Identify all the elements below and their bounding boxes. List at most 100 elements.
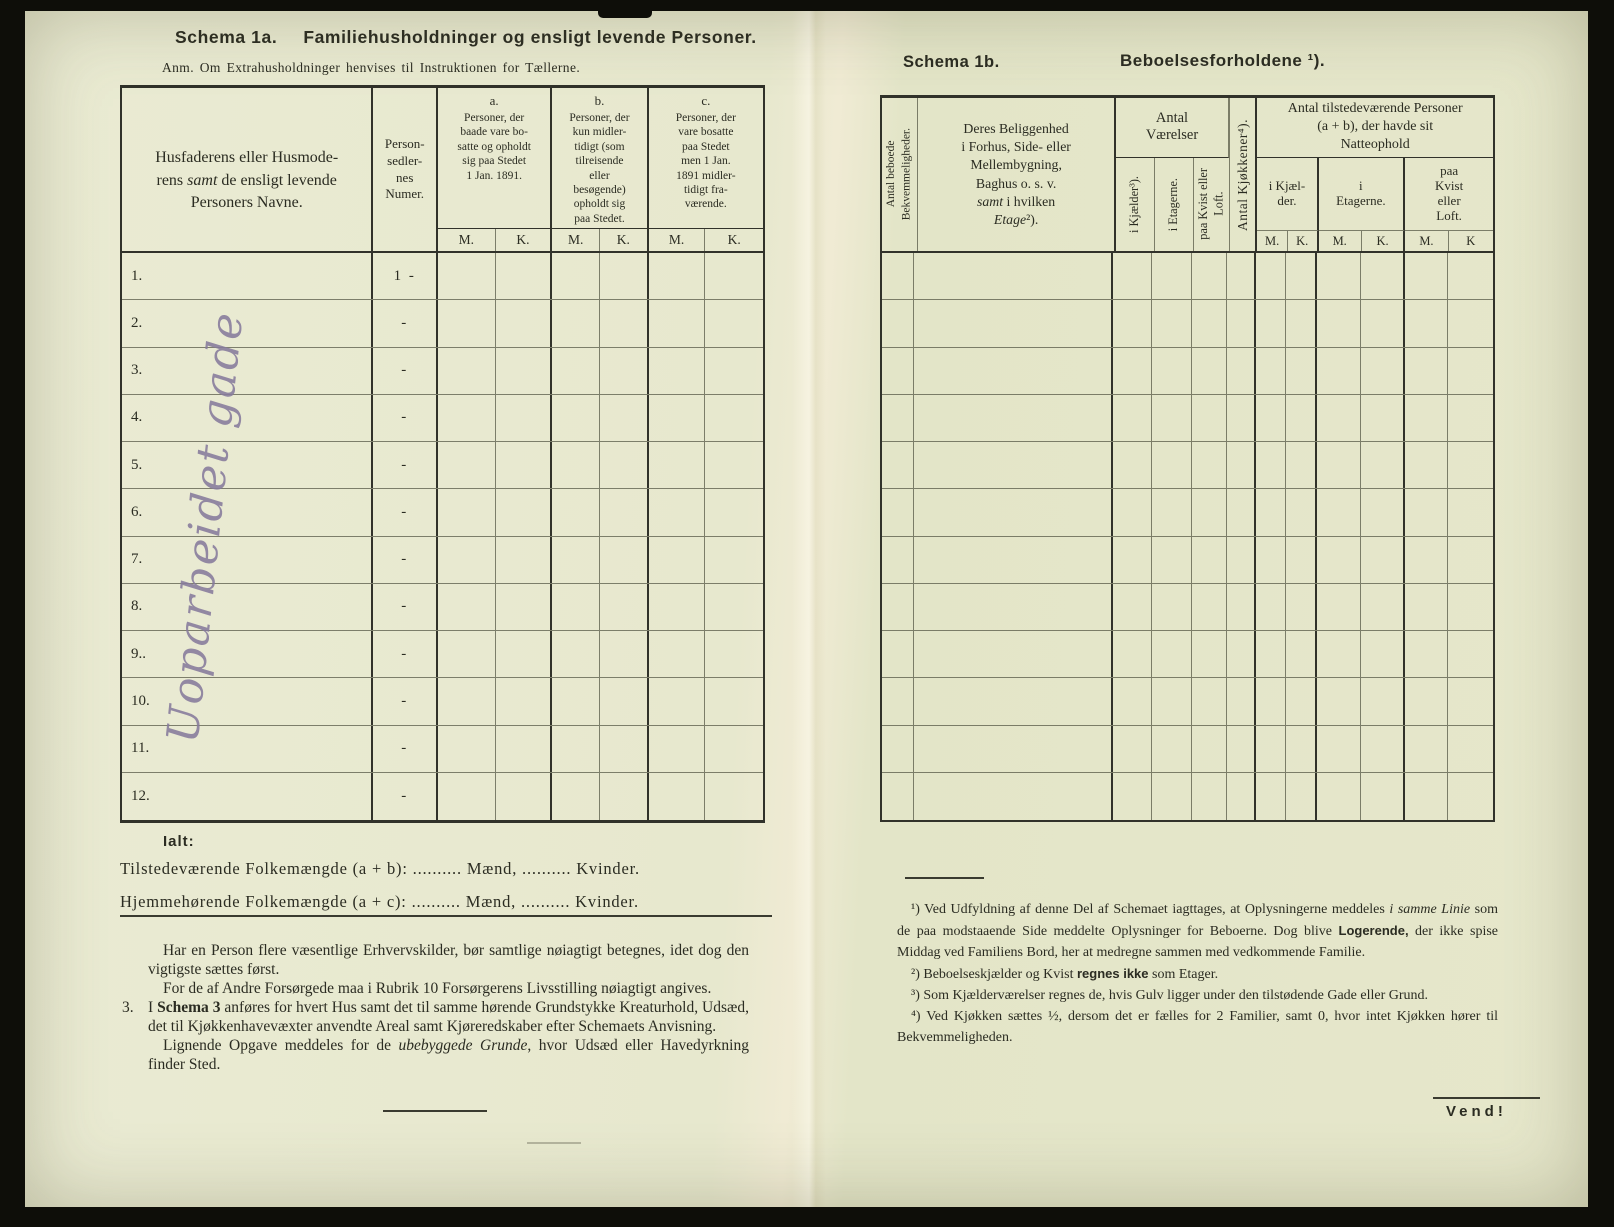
empty-cell: [882, 489, 914, 536]
header-night-attic: paa Kvist eller Loft.: [1405, 158, 1493, 232]
row-number-cell: 1.: [122, 253, 374, 300]
location-text-2: i hvilken: [1006, 193, 1056, 209]
empty-cell: [438, 583, 496, 630]
scan-edge-top: [0, 0, 1614, 11]
empty-cell: [649, 489, 706, 536]
location-etage: Etage: [993, 211, 1027, 227]
footnote-text: ²) Beboelseskjælder og Kvist: [911, 967, 1077, 982]
empty-cell: [1152, 300, 1192, 347]
instruction-item-number: 3.: [122, 999, 134, 1016]
empty-cell: [1113, 347, 1153, 394]
empty-cell: [496, 631, 553, 678]
empty-cell: [649, 631, 706, 678]
header-k-label: K: [1466, 233, 1476, 248]
empty-cell: [552, 300, 601, 347]
table-row: [882, 394, 1493, 442]
footnote-text: som Etager.: [1148, 967, 1219, 982]
instruction-text: , hvor Udsæd eller Havedyrkning finder S…: [148, 1037, 749, 1073]
instruction-paragraph-3: 3. I Schema 3 anføres for hvert Hus samt …: [122, 998, 749, 1036]
empty-cell: [1256, 347, 1287, 394]
empty-cell: [600, 772, 649, 820]
empty-cell: [496, 678, 553, 725]
footnote-3: ³) Som Kjælderværelser regnes de, hvis G…: [911, 988, 1429, 1003]
empty-cell: [1152, 583, 1192, 630]
empty-cell: [914, 772, 1114, 820]
right-table-header: Antal beboede Bekvemmeligheder. Deres Be…: [882, 98, 1493, 253]
empty-cell: [1256, 631, 1287, 678]
row-number-cell: 4.: [122, 394, 374, 441]
scan-edge-right: [1588, 0, 1614, 1227]
person-number-cell: -: [373, 442, 439, 489]
header-name-column: Husfaderens eller Husmode- rens samt de …: [122, 88, 374, 251]
header-name-samt: samt: [187, 171, 218, 189]
empty-cell: [649, 725, 706, 772]
header-m-label: M.: [1319, 231, 1362, 251]
empty-cell: [1152, 772, 1192, 820]
empty-cell: [1256, 725, 1287, 772]
table-row: 2. -: [122, 300, 763, 348]
empty-cell: [1192, 678, 1227, 725]
scan-smudge: [527, 1142, 581, 1144]
empty-cell: [1448, 300, 1493, 346]
rooms-basement-rotated-text: i Kjælder³).: [1127, 175, 1142, 233]
person-number-cell: -: [373, 300, 439, 347]
empty-cell: [1192, 394, 1227, 441]
empty-cell: [882, 394, 914, 441]
empty-cell: [1227, 300, 1256, 347]
empty-cell: [882, 725, 914, 772]
schema-1b-title: Beboelsesforholdene ¹).: [1120, 51, 1326, 70]
table-row: 12. -: [122, 772, 763, 820]
census-table-1a: Husfaderens eller Husmode- rens samt de …: [120, 85, 765, 823]
table-row: 8. -: [122, 583, 763, 631]
empty-cell: [496, 772, 553, 820]
header-dwellings-column: Antal beboede Bekvemmeligheder.: [882, 98, 919, 251]
empty-cell: [1286, 442, 1318, 489]
scan-edge-left: [0, 0, 25, 1227]
empty-cell: [705, 678, 763, 724]
person-number-cell: -: [373, 583, 439, 630]
empty-cell: [1227, 631, 1256, 678]
empty-cell: [1227, 442, 1256, 489]
empty-cell: [438, 347, 496, 394]
population-totals: Tilstedeværende Folkemængde (a + b): ...…: [120, 852, 640, 918]
empty-cell: [1405, 300, 1449, 347]
empty-cell: [1227, 347, 1256, 394]
empty-cell: [600, 583, 649, 630]
empty-cell: [705, 726, 763, 772]
empty-cell: [1256, 536, 1287, 583]
group-c-letter: c.: [701, 93, 711, 108]
footnote-4: ⁴) Ved Kjøkken sættes ½, dersom det er f…: [897, 1009, 1498, 1045]
table-row: [882, 772, 1493, 820]
header-name-text: Husfaderens eller Husmode- rens: [155, 149, 339, 189]
empty-cell: [1113, 678, 1153, 725]
empty-cell: [649, 678, 706, 725]
empty-cell: [600, 442, 649, 489]
empty-cell: [649, 583, 706, 630]
header-k-label: K.: [1288, 231, 1319, 251]
empty-cell: [1113, 725, 1153, 772]
empty-cell: [438, 678, 496, 725]
left-table-header: Husfaderens eller Husmode- rens samt de …: [122, 88, 763, 253]
instruction-bold-text: Schema 3: [157, 999, 221, 1016]
empty-cell: [1405, 725, 1449, 772]
empty-cell: [649, 394, 706, 441]
empty-cell: [1405, 347, 1449, 394]
location-text: Deres Beliggenhed i Forhus, Side- eller …: [961, 120, 1071, 191]
empty-cell: [496, 347, 553, 394]
header-group-a: a. Personer, der baade vare bo- satte og…: [438, 88, 553, 229]
empty-cell: [882, 300, 914, 347]
person-number-cell: -: [373, 772, 439, 820]
empty-cell: [914, 253, 1114, 300]
empty-cell: [600, 347, 649, 394]
empty-cell: [600, 253, 649, 300]
rooms-floors-rotated-text: i Etagerne.: [1166, 177, 1181, 231]
empty-cell: [1317, 536, 1361, 583]
person-number-cell: -: [373, 489, 439, 536]
header-m-label: M.: [552, 229, 601, 251]
row-number-cell: 9..: [122, 631, 374, 678]
empty-cell: [1192, 300, 1227, 347]
empty-cell: [1361, 489, 1405, 536]
empty-cell: [1286, 536, 1318, 583]
table-row: [882, 536, 1493, 584]
empty-cell: [438, 442, 496, 489]
